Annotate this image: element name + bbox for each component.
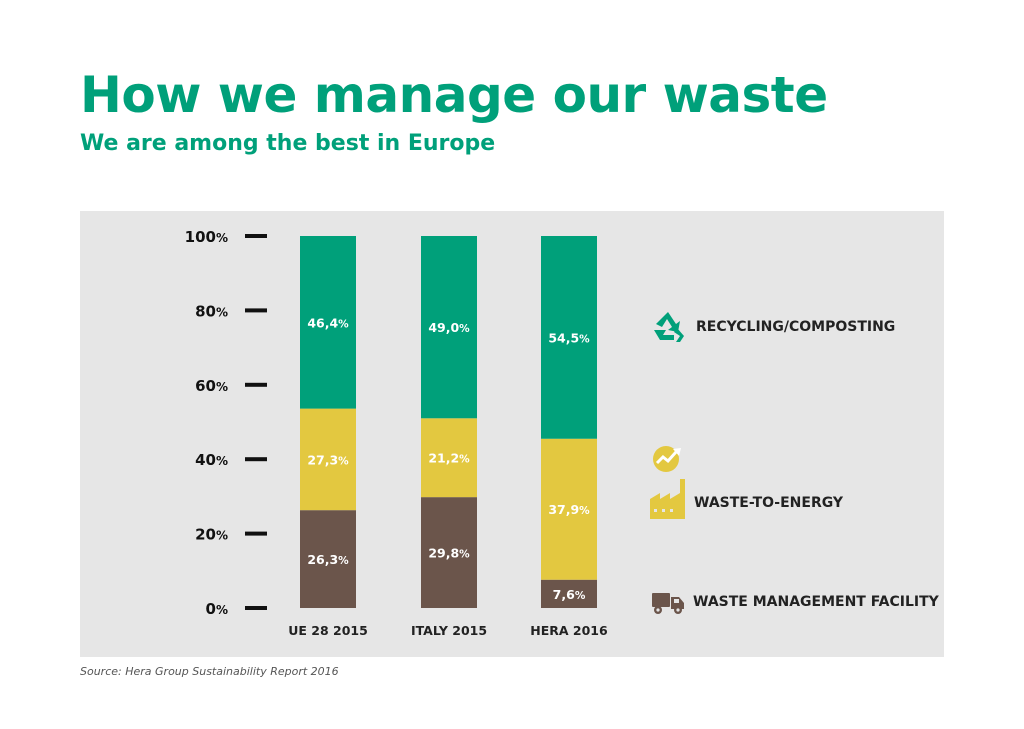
page-title: How we manage our waste bbox=[80, 66, 828, 124]
bar-energy-1 bbox=[300, 408, 356, 511]
recycling-icon bbox=[654, 312, 684, 342]
x-tick-label: HERA 2016 bbox=[530, 623, 608, 638]
truck-icon bbox=[652, 593, 684, 614]
data-label-facility-2: 29,8% bbox=[428, 546, 470, 561]
x-tick-label: UE 28 2015 bbox=[288, 623, 368, 638]
y-tick-mark bbox=[245, 457, 267, 462]
bar-recycling-3 bbox=[541, 236, 597, 439]
y-tick-label: 60% bbox=[195, 377, 228, 395]
y-tick-mark bbox=[245, 308, 267, 313]
data-label-facility-3: 7,6% bbox=[553, 587, 586, 602]
bar-facility-2 bbox=[421, 497, 477, 608]
y-tick-mark bbox=[245, 531, 267, 536]
y-tick-mark bbox=[245, 382, 267, 387]
y-tick-label: 0% bbox=[206, 600, 228, 618]
y-tick-mark bbox=[245, 606, 267, 610]
bar-recycling-2 bbox=[421, 236, 477, 419]
energy-gauge-icon bbox=[653, 446, 681, 472]
y-tick-label: 80% bbox=[195, 302, 228, 320]
source-note: Source: Hera Group Sustainability Report… bbox=[80, 665, 339, 678]
legend-label-energy: WASTE-TO-ENERGY bbox=[694, 495, 844, 511]
y-tick-label: 40% bbox=[195, 451, 228, 469]
data-label-energy-1: 27,3% bbox=[307, 452, 349, 467]
data-label-energy-2: 21,2% bbox=[428, 451, 470, 466]
page-subtitle: We are among the best in Europe bbox=[80, 131, 496, 156]
x-tick-label: ITALY 2015 bbox=[411, 623, 487, 638]
bar-recycling-1 bbox=[300, 236, 356, 409]
stacked-bar-chart: 0% 20% 40% 60% 80% 100% 26,3% 27,3% 46,4% UE 28 2… bbox=[185, 228, 608, 638]
bar-energy-2 bbox=[421, 418, 477, 498]
data-label-recycling-2: 49,0% bbox=[428, 320, 470, 335]
y-tick-mark bbox=[245, 234, 267, 238]
y-tick-label: 100% bbox=[185, 228, 228, 246]
data-label-facility-1: 26,3% bbox=[307, 552, 349, 567]
data-label-energy-3: 37,9% bbox=[548, 502, 590, 517]
legend-label-recycling: RECYCLING/COMPOSTING bbox=[696, 319, 896, 335]
chart-panel: 0% 20% 40% 60% 80% 100% 26,3% 27,3% 46,4% UE 28 2… bbox=[80, 211, 944, 657]
bar-facility-3 bbox=[541, 579, 597, 608]
data-label-recycling-1: 46,4% bbox=[307, 315, 349, 330]
bar-energy-3 bbox=[541, 438, 597, 580]
factory-icon bbox=[650, 479, 685, 519]
data-label-recycling-3: 54,5% bbox=[548, 330, 590, 345]
y-tick-label: 20% bbox=[195, 526, 228, 544]
bar-facility-1 bbox=[300, 510, 356, 608]
legend-label-facility: WASTE MANAGEMENT FACILITY bbox=[693, 594, 939, 610]
